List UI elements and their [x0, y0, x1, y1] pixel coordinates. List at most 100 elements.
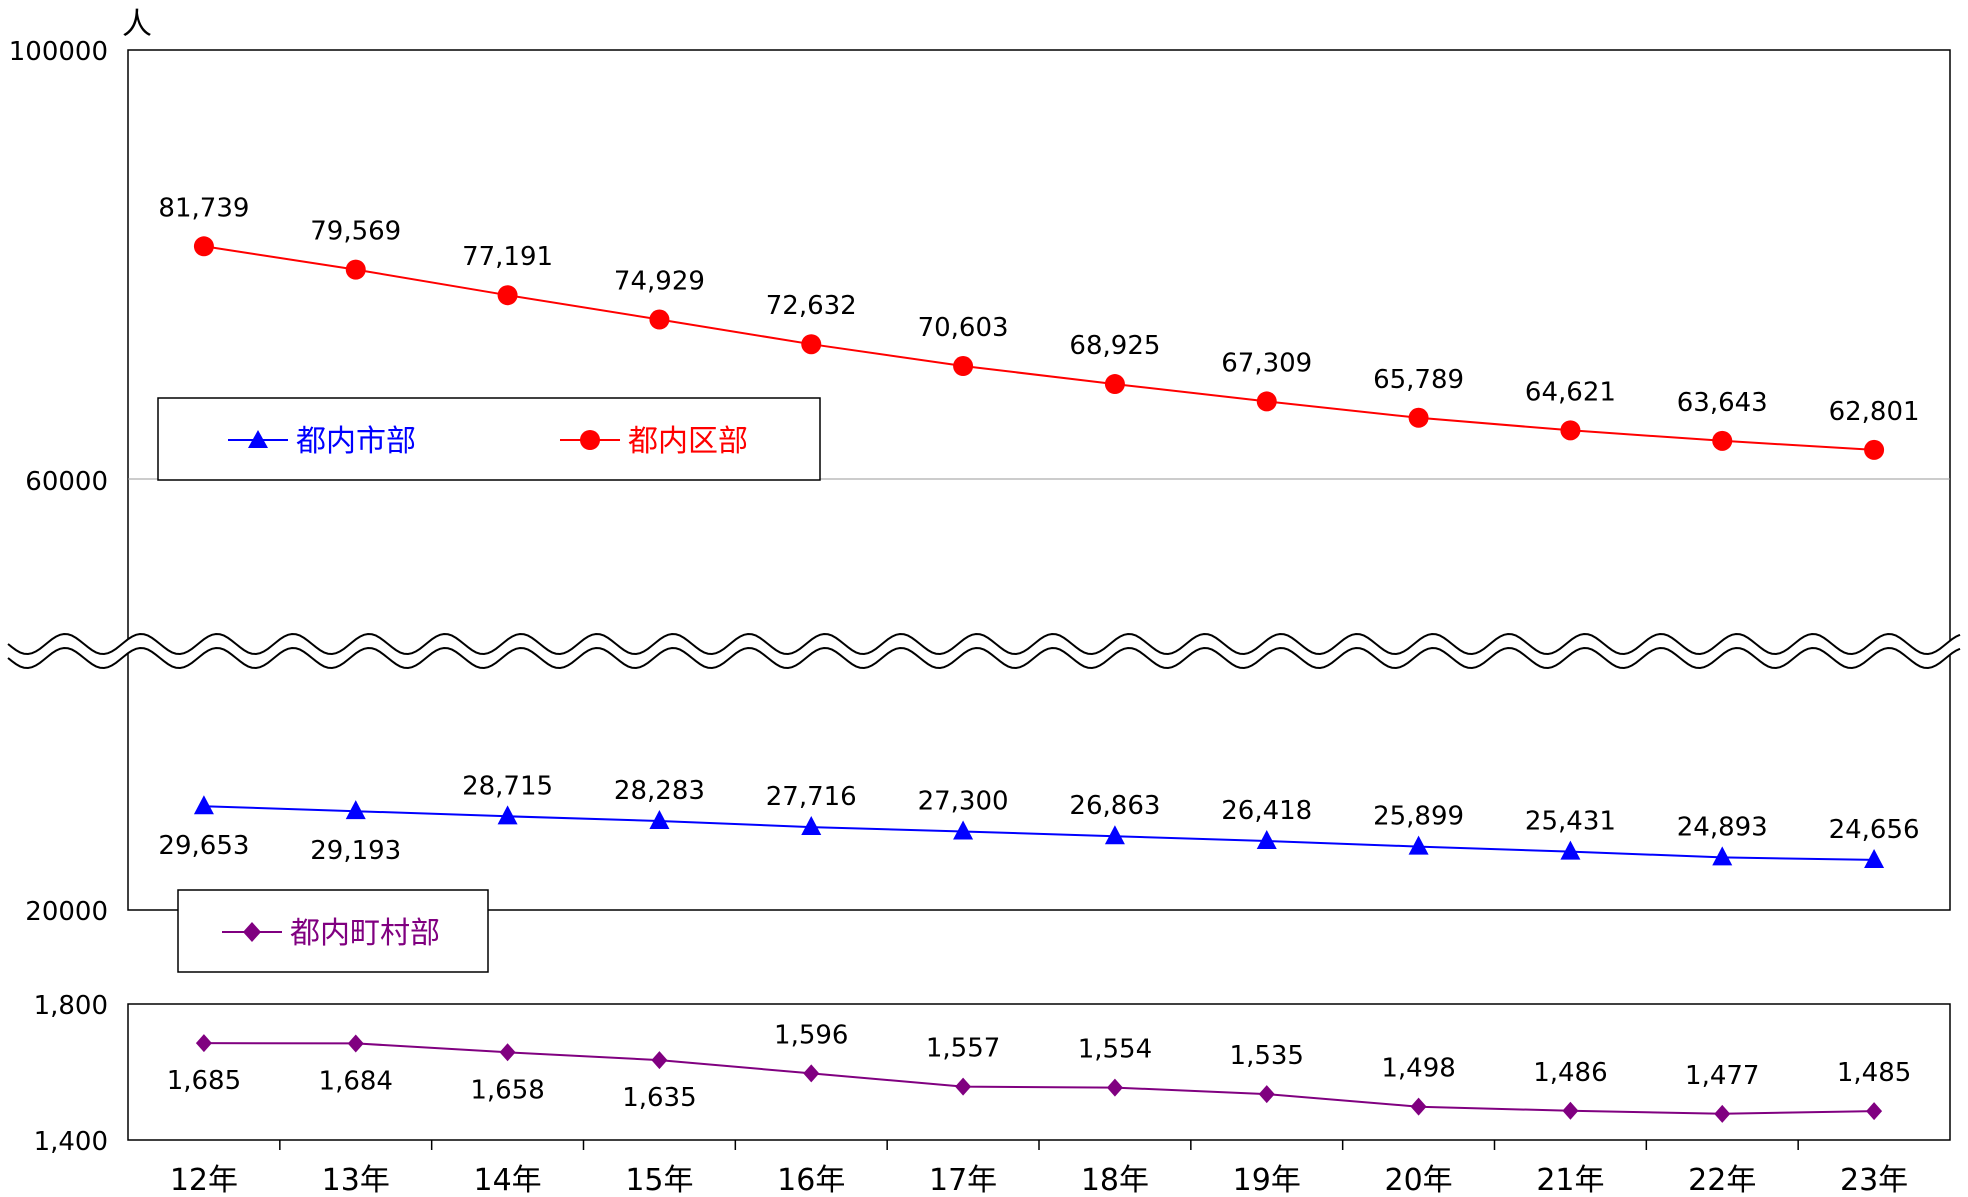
axis-break — [7, 632, 1961, 670]
data-label: 25,899 — [1373, 802, 1464, 832]
data-label: 1,596 — [774, 1020, 848, 1050]
x-tick-label: 12年 — [170, 1163, 238, 1197]
data-point-marker — [651, 1051, 668, 1070]
data-label: 1,486 — [1533, 1058, 1607, 1088]
data-point-marker — [1104, 825, 1125, 845]
data-point-marker — [953, 820, 974, 840]
data-point-marker — [1106, 1078, 1123, 1097]
data-point-marker — [497, 285, 518, 306]
data-point-marker — [193, 795, 214, 815]
data-label: 1,535 — [1230, 1041, 1304, 1071]
data-label: 26,418 — [1221, 796, 1312, 826]
data-label: 79,569 — [310, 217, 401, 247]
data-point-marker — [1712, 430, 1733, 451]
data-label: 64,621 — [1525, 377, 1616, 407]
legend-triangle-icon — [248, 430, 268, 448]
x-tick-label: 16年 — [777, 1163, 845, 1197]
data-label: 1,557 — [926, 1034, 1000, 1064]
lower-tick-1400: 1,400 — [34, 1127, 108, 1157]
x-tick-label: 15年 — [625, 1163, 693, 1197]
data-point-marker — [1408, 407, 1429, 428]
data-point-marker — [1864, 439, 1885, 460]
x-tick-label: 19年 — [1233, 1163, 1301, 1197]
legend-label-town: 都内町村部 — [290, 916, 440, 951]
data-point-marker — [1256, 391, 1277, 412]
data-label: 1,635 — [622, 1083, 696, 1113]
data-point-marker — [193, 236, 214, 257]
data-label: 68,925 — [1069, 331, 1160, 361]
data-point-marker — [497, 805, 518, 825]
data-point-marker — [953, 356, 974, 377]
series-diamond: 1,685 1,684 1,658 1,635 1,596 1,557 1,554 1,535… — [167, 1020, 1911, 1123]
series-circle: 81,739 79,569 77,191 74,929 72,632 70,603 68,9… — [158, 193, 1920, 460]
x-tick-label: 20年 — [1384, 1163, 1452, 1197]
data-label: 24,656 — [1829, 815, 1920, 845]
data-point-marker — [1408, 835, 1429, 855]
data-label: 1,498 — [1381, 1054, 1455, 1084]
data-point-marker — [345, 800, 366, 820]
series-line — [203, 805, 1875, 861]
data-label: 65,789 — [1373, 365, 1464, 395]
data-label: 1,477 — [1685, 1061, 1759, 1091]
data-point-marker — [347, 1034, 364, 1053]
legend-label-city: 都内市部 — [296, 424, 416, 459]
x-tick-label: 14年 — [473, 1163, 541, 1197]
x-tick-label: 23年 — [1840, 1163, 1908, 1197]
data-label: 67,309 — [1221, 348, 1312, 378]
data-point-marker — [803, 1064, 820, 1083]
data-point-marker — [801, 334, 822, 355]
data-label: 74,929 — [614, 267, 705, 297]
legend-diamond-icon — [243, 922, 261, 942]
data-label: 24,893 — [1677, 812, 1768, 842]
upper-tick-60000: 60000 — [25, 467, 108, 497]
data-point-marker — [1866, 1102, 1883, 1121]
data-point-marker — [345, 259, 366, 280]
data-point-marker — [649, 809, 670, 829]
data-point-marker — [1410, 1097, 1427, 1116]
legend-upper: 都内市部 都内区部 — [157, 397, 821, 481]
upper-tick-100000: 100000 — [9, 37, 108, 67]
x-axis-labels: 12年 13年 14年 15年 16年 17年 18年 19年 20年 21年 22年 23年 — [170, 1163, 1908, 1197]
unit-label: 人 — [122, 7, 152, 42]
data-point-marker — [1562, 1101, 1579, 1120]
data-label: 1,685 — [167, 1066, 241, 1096]
data-label: 28,283 — [614, 776, 705, 806]
data-label: 1,684 — [319, 1066, 393, 1096]
series-layer: 81,739 79,569 77,191 74,929 72,632 70,603 68,9… — [158, 193, 1920, 1123]
x-tick-label: 13年 — [322, 1163, 390, 1197]
data-label: 72,632 — [766, 291, 857, 321]
data-point-marker — [1712, 846, 1733, 866]
data-point-marker — [499, 1043, 516, 1062]
data-label: 1,554 — [1078, 1035, 1152, 1065]
x-axis-ticks — [279, 1140, 1799, 1150]
data-label: 63,643 — [1677, 388, 1768, 418]
data-label: 70,603 — [918, 313, 1009, 343]
series-triangle: 29,653 29,193 28,715 28,283 27,716 27,300 26,8… — [158, 771, 1920, 868]
x-tick-label: 22年 — [1688, 1163, 1756, 1197]
data-label: 1,658 — [470, 1075, 544, 1105]
data-label: 77,191 — [462, 242, 553, 272]
data-point-marker — [1560, 420, 1581, 441]
x-tick-label: 17年 — [929, 1163, 997, 1197]
data-label: 81,739 — [158, 193, 249, 223]
series-line — [203, 1042, 1875, 1115]
x-tick-label: 18年 — [1081, 1163, 1149, 1197]
legend-lower: 都内町村部 — [177, 889, 489, 973]
data-point-marker — [955, 1077, 972, 1096]
legend-circle-icon — [580, 430, 600, 450]
data-label: 62,801 — [1829, 397, 1920, 427]
x-tick-label: 21年 — [1536, 1163, 1604, 1197]
data-point-marker — [801, 816, 822, 836]
data-label: 1,485 — [1837, 1058, 1911, 1088]
legend-label-ward: 都内区部 — [628, 424, 748, 459]
data-label: 27,300 — [918, 787, 1009, 817]
data-point-marker — [1714, 1104, 1731, 1123]
data-label: 26,863 — [1069, 791, 1160, 821]
data-point-marker — [1104, 374, 1125, 395]
data-label: 27,716 — [766, 782, 857, 812]
lower-tick-1800: 1,800 — [34, 991, 108, 1021]
data-point-marker — [1258, 1085, 1275, 1104]
upper-tick-20000: 20000 — [25, 897, 108, 927]
data-point-marker — [1864, 848, 1885, 868]
